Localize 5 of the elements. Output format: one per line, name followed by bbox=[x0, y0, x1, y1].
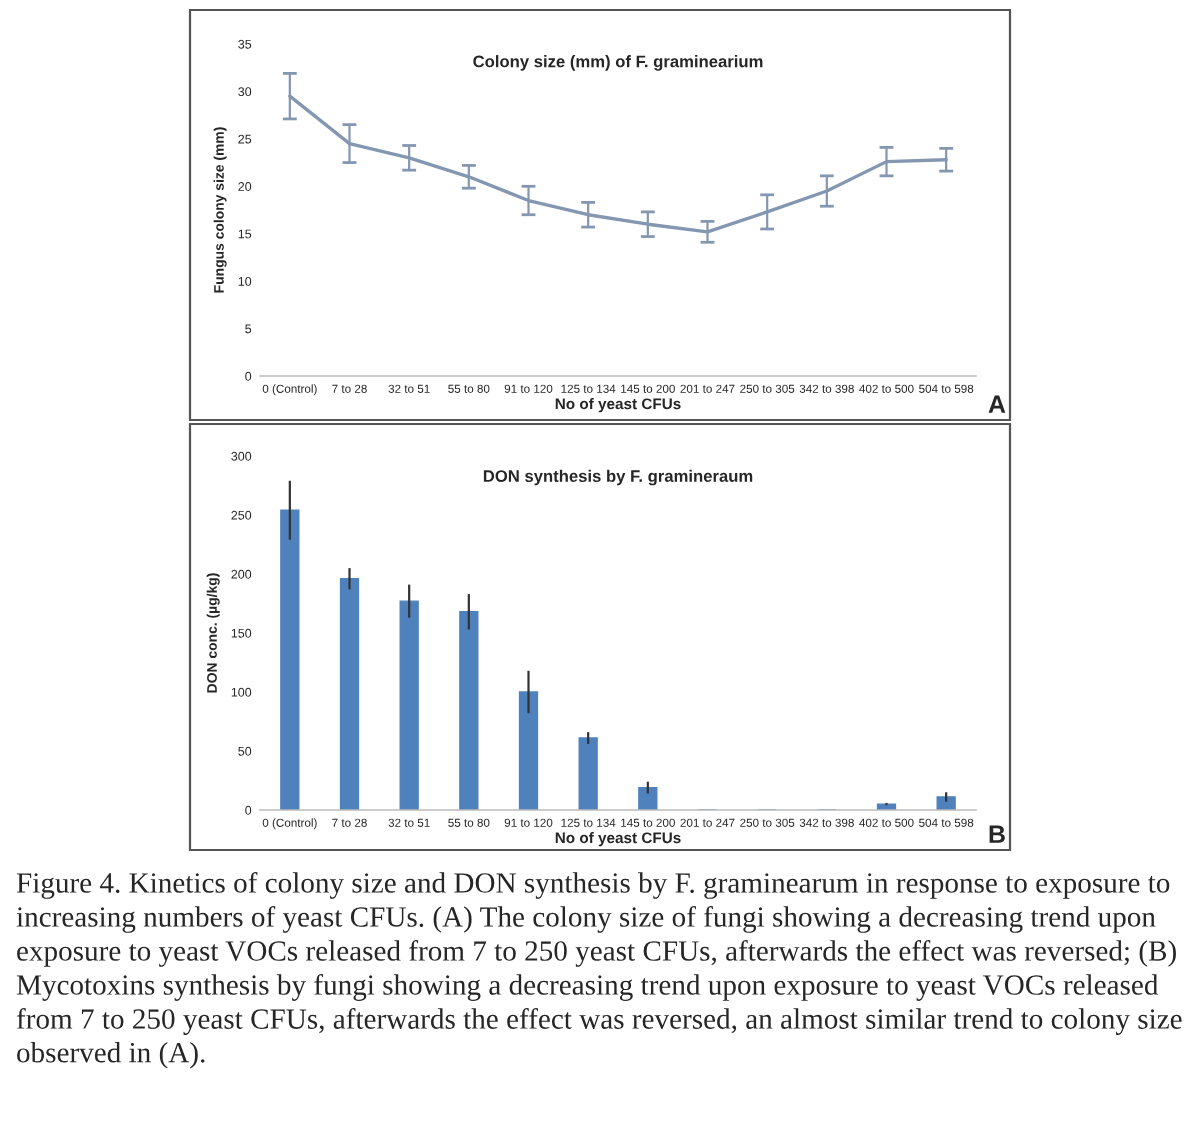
text: DON synthesis by F. gramineraum bbox=[483, 469, 753, 486]
text: B bbox=[989, 825, 1005, 843]
text: Colony size (mm) of F. graminearium bbox=[473, 55, 763, 71]
text: A bbox=[988, 395, 1006, 413]
caption: Figure 4. Kinetics of colony size and DON synthesis by F. graminearum in response to exposure to increasing numbers of yeast CFUs. (A) The colony size of fungi showing a decreasing trend upon exposure to yeast VOCs released from 7 to 250 yeast CFUs, afterwards the effect was reversed; (B) Mycotoxins synthesis by fungi showing a decreasing trend upon exposure to yeast VOCs released from 7 to 250 yeast CFUs, afterwards the effect was reversed, an almost similar trend to colony size observed in (A). bbox=[16, 872, 1182, 1069]
